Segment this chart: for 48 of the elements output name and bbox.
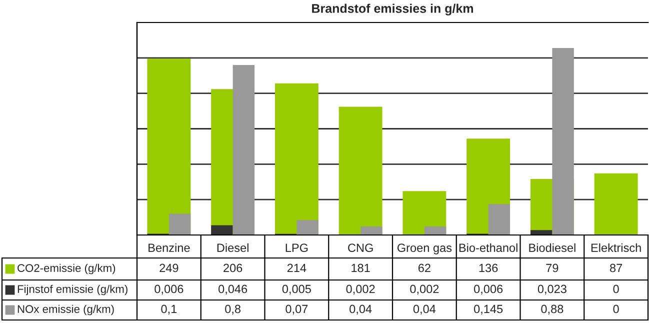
data-label: 0,006: [474, 284, 503, 295]
x-tick-label: Elektrisch: [591, 243, 641, 252]
bar: [211, 225, 233, 235]
bar: [402, 191, 446, 235]
data-label: 0,023: [538, 284, 566, 295]
x-tick-label: Bio-ethanol: [459, 243, 518, 252]
data-label: 0,04: [413, 304, 436, 315]
data-label: 249: [160, 264, 178, 272]
data-label: 0,88: [541, 304, 564, 315]
data-label: 62: [418, 264, 430, 272]
data-label: 0,04: [350, 304, 372, 315]
data-label: 0,005: [282, 284, 311, 295]
data-label: 0,002: [410, 284, 439, 295]
bar: [168, 214, 191, 235]
data-label: 206: [224, 264, 242, 272]
data-label: 0: [613, 304, 619, 314]
data-label: 87: [610, 264, 622, 272]
bar: [296, 220, 318, 235]
data-label: 181: [352, 264, 370, 272]
x-tick-label: Biodiesel: [529, 243, 576, 252]
legend-label: NOx emissie (g/km): [18, 304, 114, 316]
chart-title: Brandstof emissies in g/km: [312, 4, 474, 16]
data-label: 136: [479, 264, 498, 272]
data-label: 0,006: [154, 284, 184, 295]
bar: [338, 106, 382, 235]
bar: [360, 226, 382, 235]
x-tick-label: Groen gas: [397, 244, 452, 254]
bar: [488, 204, 510, 235]
data-label: 0,8: [225, 304, 241, 315]
x-tick-label: LPG: [286, 244, 308, 252]
data-label: 0: [613, 284, 619, 294]
data-label: 0,002: [346, 284, 375, 295]
x-tick-label: CNG: [348, 244, 373, 252]
bar: [424, 226, 446, 235]
data-label: 0,07: [286, 304, 308, 315]
legend-label: CO2-emissie (g/km): [18, 264, 116, 274]
legend-label: Fijnstof emissie (g/km): [18, 284, 128, 296]
data-label: 0,145: [474, 304, 503, 315]
data-label: 0,1: [161, 304, 177, 315]
bar: [530, 230, 552, 235]
bar: [594, 173, 638, 235]
bar: [147, 58, 191, 235]
x-tick-label: Benzine: [148, 243, 190, 252]
data-label: 0,046: [218, 284, 248, 295]
data-label: 214: [287, 264, 306, 272]
bar: [274, 83, 318, 235]
data-label: 79: [546, 264, 558, 272]
x-tick-label: Diesel: [217, 243, 248, 252]
